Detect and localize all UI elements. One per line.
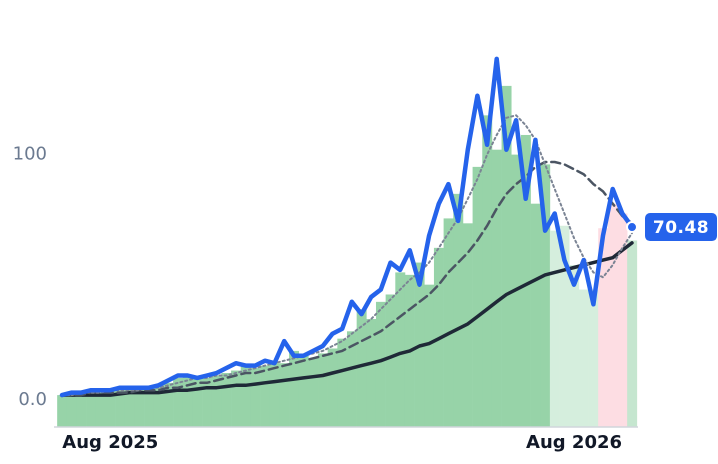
bar bbox=[76, 392, 87, 427]
bar bbox=[559, 225, 570, 427]
bar bbox=[347, 331, 357, 427]
bar bbox=[86, 392, 97, 427]
bar bbox=[385, 294, 396, 427]
bar bbox=[366, 319, 377, 427]
bar bbox=[289, 350, 299, 427]
bar bbox=[520, 134, 531, 428]
bar bbox=[308, 358, 319, 427]
bar bbox=[598, 228, 609, 427]
bar bbox=[627, 240, 638, 427]
bar bbox=[163, 382, 174, 427]
bar bbox=[356, 309, 367, 427]
bar bbox=[134, 387, 145, 427]
bar bbox=[424, 284, 435, 427]
bar bbox=[491, 149, 502, 427]
line-series bbox=[59, 56, 635, 398]
line-series bbox=[60, 241, 634, 397]
bar bbox=[337, 338, 348, 427]
bar bbox=[144, 387, 155, 427]
bar bbox=[202, 377, 213, 427]
bar bbox=[327, 348, 338, 427]
x-tick-label: Aug 2026 bbox=[526, 432, 622, 453]
bar bbox=[569, 265, 580, 427]
bar bbox=[240, 365, 251, 427]
bar bbox=[530, 203, 541, 427]
bar bbox=[395, 272, 406, 427]
bar bbox=[221, 373, 232, 427]
bar bbox=[95, 390, 106, 427]
y-tick-label: 0.0 bbox=[18, 389, 47, 410]
bar bbox=[115, 390, 126, 427]
bar bbox=[173, 377, 184, 427]
bar bbox=[298, 355, 309, 427]
bar bbox=[588, 289, 599, 427]
bar bbox=[482, 115, 493, 427]
bar bbox=[279, 363, 290, 427]
bar bbox=[453, 193, 464, 427]
bar bbox=[124, 387, 135, 427]
bar bbox=[250, 368, 261, 427]
bar bbox=[578, 289, 589, 427]
bar bbox=[182, 375, 193, 427]
bar bbox=[501, 85, 512, 427]
bar bbox=[549, 230, 560, 427]
bar bbox=[260, 365, 271, 427]
bar bbox=[57, 395, 68, 427]
bar bbox=[540, 164, 551, 427]
bar bbox=[443, 218, 454, 427]
bar bbox=[66, 392, 77, 427]
bar bbox=[105, 390, 116, 427]
bar bbox=[231, 370, 242, 427]
bar bbox=[269, 363, 280, 427]
last-point bbox=[626, 221, 638, 234]
bar bbox=[617, 213, 628, 427]
bar bbox=[153, 385, 164, 427]
x-tick-label: Aug 2025 bbox=[62, 432, 158, 453]
bar bbox=[607, 203, 618, 427]
y-tick-label: 100 bbox=[13, 144, 47, 165]
bar bbox=[192, 375, 203, 427]
bar bbox=[318, 353, 328, 427]
last-value-badge bbox=[645, 213, 717, 242]
bar bbox=[472, 166, 483, 427]
bar bbox=[375, 301, 386, 427]
last-value-label: 70.48 bbox=[653, 218, 709, 238]
bar bbox=[211, 375, 222, 427]
